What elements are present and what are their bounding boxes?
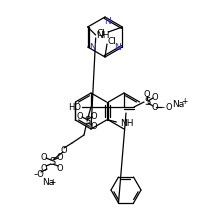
Text: HO: HO bbox=[69, 103, 82, 111]
Text: O: O bbox=[41, 163, 47, 172]
Text: +: + bbox=[181, 97, 187, 105]
Text: S: S bbox=[49, 157, 55, 167]
Text: –: – bbox=[160, 102, 164, 112]
Text: Cl: Cl bbox=[108, 36, 116, 46]
Text: Na: Na bbox=[42, 178, 54, 186]
Text: Na: Na bbox=[172, 99, 184, 109]
Text: O: O bbox=[152, 103, 158, 111]
Text: O: O bbox=[41, 153, 47, 161]
Text: N: N bbox=[114, 42, 121, 52]
Text: +: + bbox=[49, 178, 55, 186]
Text: O: O bbox=[91, 121, 97, 131]
Text: NH: NH bbox=[96, 32, 109, 40]
Text: O: O bbox=[57, 163, 63, 172]
Text: S: S bbox=[84, 116, 90, 126]
Text: O: O bbox=[77, 111, 83, 121]
Text: N: N bbox=[89, 42, 96, 52]
Text: –O: –O bbox=[34, 170, 44, 178]
Text: O: O bbox=[91, 111, 97, 121]
Text: Cl: Cl bbox=[97, 30, 106, 38]
Text: S: S bbox=[144, 97, 150, 107]
Text: N: N bbox=[105, 18, 111, 26]
Text: O: O bbox=[144, 89, 150, 99]
Text: NH: NH bbox=[120, 119, 133, 127]
Text: O: O bbox=[61, 145, 67, 155]
Text: O: O bbox=[57, 153, 63, 161]
Text: O: O bbox=[166, 103, 173, 111]
Text: O: O bbox=[152, 93, 158, 101]
